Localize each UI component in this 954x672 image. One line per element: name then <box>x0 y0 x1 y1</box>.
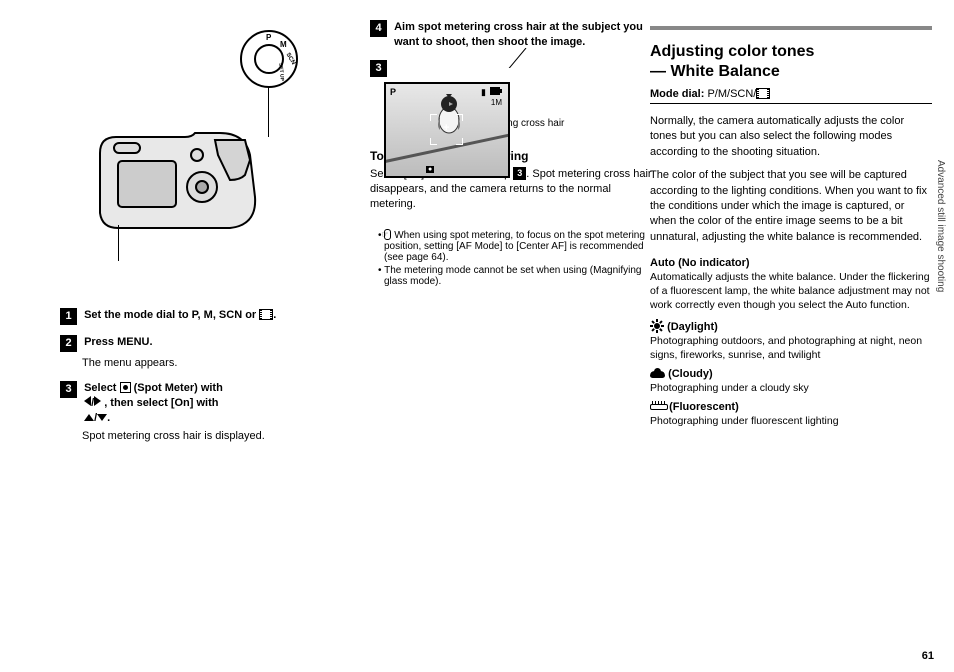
step-3-head: Select (Spot Meter) with / , then select… <box>80 381 336 426</box>
step-number-3-ref: 3 <box>370 60 387 77</box>
wb-cloudy-desc: Photographing under a cloudy sky <box>650 381 932 395</box>
lcd-memory-icon: ▮ <box>481 87 486 98</box>
lcd-battery-icon <box>490 87 502 97</box>
crosshair-icon: + <box>443 122 449 134</box>
step-1: 1 Set the mode dial to P, M, SCN or . <box>60 308 342 325</box>
wb-option-auto: Auto (No indicator) Automatically adjust… <box>650 257 932 313</box>
wb-cloudy-label: (Cloudy) <box>668 368 713 380</box>
wb-auto-desc: Automatically adjusts the white balance.… <box>650 270 932 313</box>
wb-intro-1: Normally, the camera automatically adjus… <box>650 114 932 160</box>
step-2-body: The menu appears. <box>60 356 342 371</box>
wb-fluor-desc: Photographing under fluorescent lighting <box>650 414 932 428</box>
right-arrow-icon <box>94 396 101 406</box>
step-2-head: Press MENU. <box>80 335 336 350</box>
film-icon-2 <box>756 88 770 99</box>
column-1: P M SCN SET UP 1 <box>60 0 342 454</box>
fluorescent-icon <box>650 401 666 411</box>
wb-daylight-label: (Daylight) <box>667 321 718 333</box>
page-number: 61 <box>922 650 934 662</box>
spot-meter-icon <box>120 382 131 393</box>
note-af-mode: • ☞ When using spot metering, to focus o… <box>370 229 652 263</box>
inline-step-3-ref: 3 <box>513 167 526 180</box>
dial-letter-setup: SET UP <box>277 63 285 82</box>
lcd-preview: P ▮ 1M + ● <box>384 82 510 178</box>
step-3-body: Spot metering cross hair is displayed. <box>60 429 342 444</box>
lcd-size-indicator: 1M <box>491 98 502 107</box>
camera-illustration: P M SCN SET UP <box>90 30 330 280</box>
section-header-bar <box>650 26 932 30</box>
lcd-mode-indicator: P <box>390 87 396 97</box>
wb-title: Adjusting color tones— White Balance <box>650 42 932 82</box>
wb-intro-2: The color of the subject that you see wi… <box>650 168 932 245</box>
wb-daylight-desc: Photographing outdoors, and photographin… <box>650 334 932 362</box>
step-2: 2 Press MENU. The menu appears. <box>60 335 342 371</box>
step-1-text: Set the mode dial to P, M, SCN or <box>84 309 256 321</box>
sun-icon <box>650 319 664 333</box>
up-arrow-icon <box>84 414 94 421</box>
wb-option-daylight: (Daylight) Photographing outdoors, and p… <box>650 319 932 362</box>
step-4-head: Aim spot metering cross hair at the subj… <box>390 20 646 50</box>
left-arrow-icon <box>84 396 91 406</box>
step-number-3: 3 <box>60 381 77 398</box>
side-tab: Advanced still image shooting <box>935 160 946 292</box>
wb-option-fluorescent: (Fluorescent) Photographing under fluore… <box>650 401 932 428</box>
dial-letter-m: M <box>280 40 287 49</box>
wb-auto-label: Auto (No indicator) <box>650 257 932 269</box>
step-number-4: 4 <box>370 20 387 37</box>
column-2: 4 Aim spot metering cross hair at the su… <box>370 0 652 287</box>
wb-option-cloudy: (Cloudy) Photographing under a cloudy sk… <box>650 368 932 395</box>
wb-fluor-label: (Fluorescent) <box>669 401 739 413</box>
camera-body <box>90 125 270 245</box>
step-number-2: 2 <box>60 335 77 352</box>
film-icon <box>259 309 273 320</box>
dial-letter-scn: SCN <box>285 52 297 66</box>
dial-line-value: P/M/SCN/ <box>707 88 770 100</box>
mode-dial: P M SCN SET UP <box>240 30 298 88</box>
cloud-icon <box>650 368 665 378</box>
step-number-1: 1 <box>60 308 77 325</box>
dial-line-label: Mode dial: <box>650 88 704 100</box>
dial-letter-p: P <box>266 33 271 42</box>
step-3: 3 Select (Spot Meter) with / , then sele… <box>60 381 342 444</box>
lcd-spot-badge: ● <box>426 166 434 173</box>
step-4: 4 Aim spot metering cross hair at the su… <box>370 20 652 50</box>
note-magnifying: • The metering mode cannot be set when u… <box>370 265 652 287</box>
column-3: Adjusting color tones— White Balance Mod… <box>650 0 932 432</box>
quick-ref-icon: ☞ <box>384 229 391 240</box>
down-arrow-icon <box>97 414 107 421</box>
